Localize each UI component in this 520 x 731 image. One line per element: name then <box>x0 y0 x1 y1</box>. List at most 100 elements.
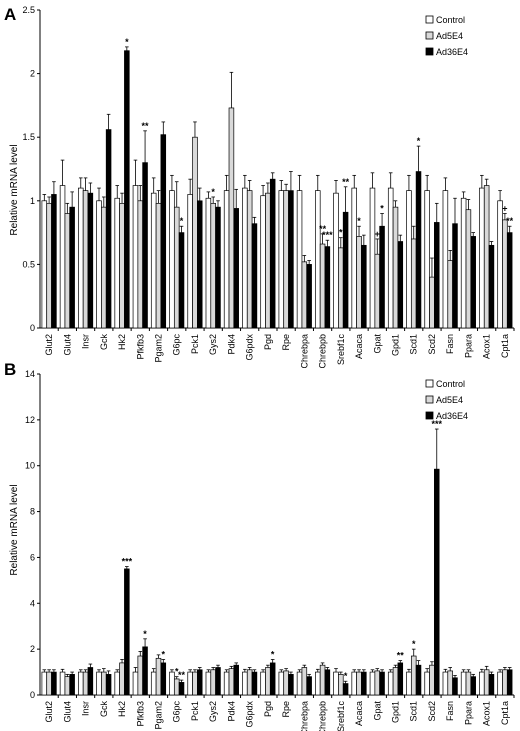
bar <box>119 202 125 329</box>
y-tick-label: 1 <box>30 196 35 206</box>
bar <box>434 222 440 329</box>
bar <box>137 655 144 696</box>
bar <box>452 677 458 696</box>
bar <box>260 195 266 329</box>
significance-mark: ** <box>142 121 150 131</box>
x-tick-label: Pdk4 <box>226 334 236 355</box>
x-tick-label: Pgam2 <box>154 701 164 730</box>
significance-mark: *** <box>122 557 133 567</box>
bar <box>178 682 185 696</box>
x-tick-label: Pdk4 <box>226 701 236 722</box>
bar <box>397 662 404 696</box>
legend-swatch <box>425 31 434 40</box>
x-tick-label: Scd2 <box>427 334 437 355</box>
bar <box>114 197 120 329</box>
significance-mark: * <box>211 187 215 197</box>
y-tick-label: 6 <box>30 552 35 562</box>
bar <box>406 190 412 329</box>
bar <box>361 244 367 329</box>
bar <box>233 664 239 696</box>
significance-mark: * <box>143 629 147 639</box>
bar <box>41 200 48 329</box>
bar <box>374 670 381 696</box>
panel-a: A Relative mRNA level 0 0.5 1 1.5 2 2.5 Glut2 G… <box>4 5 515 369</box>
x-tick-label: Scd1 <box>409 701 419 722</box>
x-tick-label: Chrebpa <box>299 334 309 369</box>
x-tick-label: Gpd1 <box>391 701 401 723</box>
x-tick-label: Chrebpb <box>318 334 328 369</box>
bar <box>192 671 198 696</box>
bar <box>132 185 139 329</box>
bar <box>338 674 344 696</box>
x-tick-label: Pfkfb3 <box>135 701 145 727</box>
x-tick-label: Acox1 <box>482 701 492 726</box>
y-tick-label: 2 <box>30 69 35 79</box>
x-tick-label: Hk2 <box>117 334 127 350</box>
x-tick-label: Gck <box>99 701 109 718</box>
bar <box>96 671 102 696</box>
legend-label: Control <box>436 15 465 25</box>
significance-mark: * <box>162 649 166 659</box>
bar <box>246 669 253 696</box>
bar <box>101 206 107 329</box>
bar <box>192 136 198 329</box>
x-tick-label: Cpt1a <box>500 334 510 358</box>
x-tick-label: Pgam2 <box>154 334 164 363</box>
legend-swatch <box>425 411 434 420</box>
significance-mark: *** <box>322 230 333 240</box>
x-tick-label: Acaca <box>354 701 364 726</box>
x-tick-label: Scd2 <box>427 701 437 722</box>
bar <box>306 676 312 696</box>
bar <box>301 261 308 329</box>
legend-label: Ad5E4 <box>436 31 463 41</box>
significance-mark: * <box>271 649 275 659</box>
x-tick-label: Srebf1c <box>336 334 346 366</box>
legend-label: Ad5E4 <box>436 395 463 405</box>
bar <box>169 190 175 329</box>
bar <box>356 671 362 696</box>
bar <box>59 185 66 329</box>
bar <box>379 225 385 329</box>
x-tick-label: G6pdx <box>245 701 255 728</box>
bar <box>465 671 472 696</box>
x-tick-label: Pck1 <box>190 701 200 721</box>
bar <box>429 664 435 696</box>
bar <box>374 253 381 329</box>
bar <box>338 247 344 329</box>
bar <box>251 223 258 329</box>
x-tick-label: Gpd1 <box>391 334 401 356</box>
bar <box>315 671 321 696</box>
bar <box>105 129 112 329</box>
bar <box>351 671 357 696</box>
bar <box>210 669 216 696</box>
y-tick-label: 14 <box>25 369 35 379</box>
bar <box>379 671 385 696</box>
bar <box>452 223 458 329</box>
bar <box>434 468 440 696</box>
x-tick-label: Glut4 <box>62 334 72 356</box>
bar <box>223 190 230 329</box>
significance-mark: * <box>417 136 421 146</box>
bar <box>392 667 399 696</box>
x-tick-label: Gck <box>99 334 109 351</box>
bar <box>361 671 367 696</box>
y-tick-label: 12 <box>25 415 35 425</box>
bar <box>223 671 230 696</box>
bar <box>160 134 167 329</box>
bar <box>483 669 490 696</box>
x-tick-label: Gpat <box>372 701 382 721</box>
bar <box>78 671 84 696</box>
bar <box>283 670 289 696</box>
bar <box>465 209 472 329</box>
bar <box>269 662 276 696</box>
bar <box>46 671 52 696</box>
panel-a-label: A <box>4 5 16 24</box>
bar <box>142 646 148 696</box>
bar <box>210 202 216 329</box>
y-tick-label: 2.5 <box>22 5 35 15</box>
panel-b: B Relative mRNA level 0 2 4 6 8 10 12 14 Glut2 Gl… <box>4 360 515 731</box>
significance-mark: * <box>412 639 416 649</box>
bar <box>160 662 167 696</box>
significance-mark: * <box>380 204 384 214</box>
bar <box>278 190 285 329</box>
